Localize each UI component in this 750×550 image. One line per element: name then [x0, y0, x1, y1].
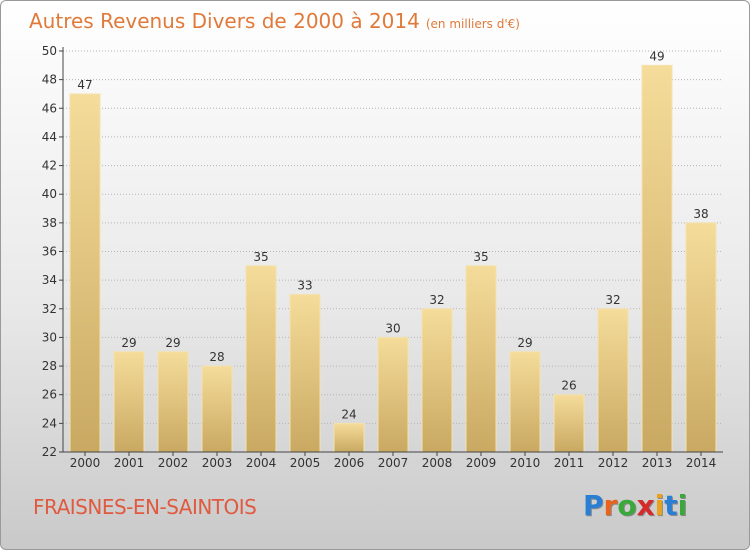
x-tick-label: 2012: [598, 456, 629, 470]
proxiti-logo: Proxiti: [583, 489, 687, 522]
y-tick-label: 36: [42, 245, 57, 259]
y-tick-label: 22: [42, 445, 57, 459]
x-tick-label: 2005: [290, 456, 321, 470]
bar: [289, 293, 321, 453]
y-tick-label: 44: [42, 130, 57, 144]
y-tick-label: 38: [42, 216, 57, 230]
bar: [685, 222, 717, 453]
chart-title-text: Autres Revenus Divers de 2000 à 2014: [29, 9, 420, 33]
bar-value-label: 33: [297, 278, 312, 292]
bar-value-label: 35: [473, 250, 488, 264]
x-tick-label: 2002: [158, 456, 189, 470]
y-tick-label: 32: [42, 302, 57, 316]
bar: [245, 265, 277, 453]
x-tick-label: 2004: [246, 456, 277, 470]
bar-value-label: 29: [165, 336, 180, 350]
bar-value-label: 35: [253, 250, 268, 264]
y-tick-label: 40: [42, 187, 57, 201]
chart-unit: (en milliers d'€): [425, 17, 520, 31]
logo-letter: i: [654, 489, 665, 522]
x-tick-label: 2011: [554, 456, 585, 470]
bar: [641, 64, 673, 453]
bar-value-label: 32: [429, 293, 444, 307]
bar: [553, 394, 585, 453]
y-tick-label: 30: [42, 330, 57, 344]
bar: [465, 265, 497, 453]
bar-value-label: 47: [77, 78, 92, 92]
bar: [69, 93, 101, 453]
city-name: FRAISNES-EN-SAINTOIS: [33, 495, 257, 519]
y-tick-label: 34: [42, 273, 57, 287]
x-tick-label: 2003: [202, 456, 233, 470]
bar-value-label: 49: [649, 49, 664, 63]
x-tick-label: 2007: [378, 456, 409, 470]
x-tick-label: 2009: [466, 456, 497, 470]
x-tick-label: 2010: [510, 456, 541, 470]
bar-value-label: 28: [209, 350, 224, 364]
x-tick-label: 2008: [422, 456, 453, 470]
bar: [377, 336, 409, 453]
bar-value-label: 24: [341, 407, 356, 421]
x-tick-label: 2013: [642, 456, 673, 470]
bar: [421, 308, 453, 453]
chart-title: Autres Revenus Divers de 2000 à 2014 (en …: [29, 9, 520, 33]
bar-value-label: 26: [561, 379, 576, 393]
logo-letter: x: [636, 489, 655, 522]
bar: [597, 308, 629, 453]
x-tick-label: 2001: [114, 456, 145, 470]
logo-letter: o: [617, 489, 637, 522]
bar-value-label: 30: [385, 321, 400, 335]
bar-value-label: 29: [121, 336, 136, 350]
logo-letter: r: [603, 489, 618, 522]
y-tick-label: 28: [42, 359, 57, 373]
x-tick-label: 2014: [686, 456, 717, 470]
bar: [113, 351, 145, 453]
bar: [333, 422, 365, 453]
y-tick-label: 26: [42, 388, 57, 402]
logo-letter: t: [664, 489, 678, 522]
bar: [157, 351, 189, 453]
logo-letter: P: [583, 489, 604, 522]
bar: [509, 351, 541, 453]
y-tick-label: 46: [42, 101, 57, 115]
bar-value-label: 29: [517, 336, 532, 350]
y-tick-label: 50: [42, 44, 57, 58]
y-tick-label: 48: [42, 73, 57, 87]
bar: [201, 365, 233, 453]
logo-letter: i: [677, 489, 688, 522]
bar-value-label: 32: [605, 293, 620, 307]
y-tick-label: 24: [42, 416, 57, 430]
y-tick-label: 42: [42, 159, 57, 173]
x-tick-label: 2006: [334, 456, 365, 470]
bar-value-label: 38: [693, 207, 708, 221]
x-tick-label: 2000: [70, 456, 101, 470]
